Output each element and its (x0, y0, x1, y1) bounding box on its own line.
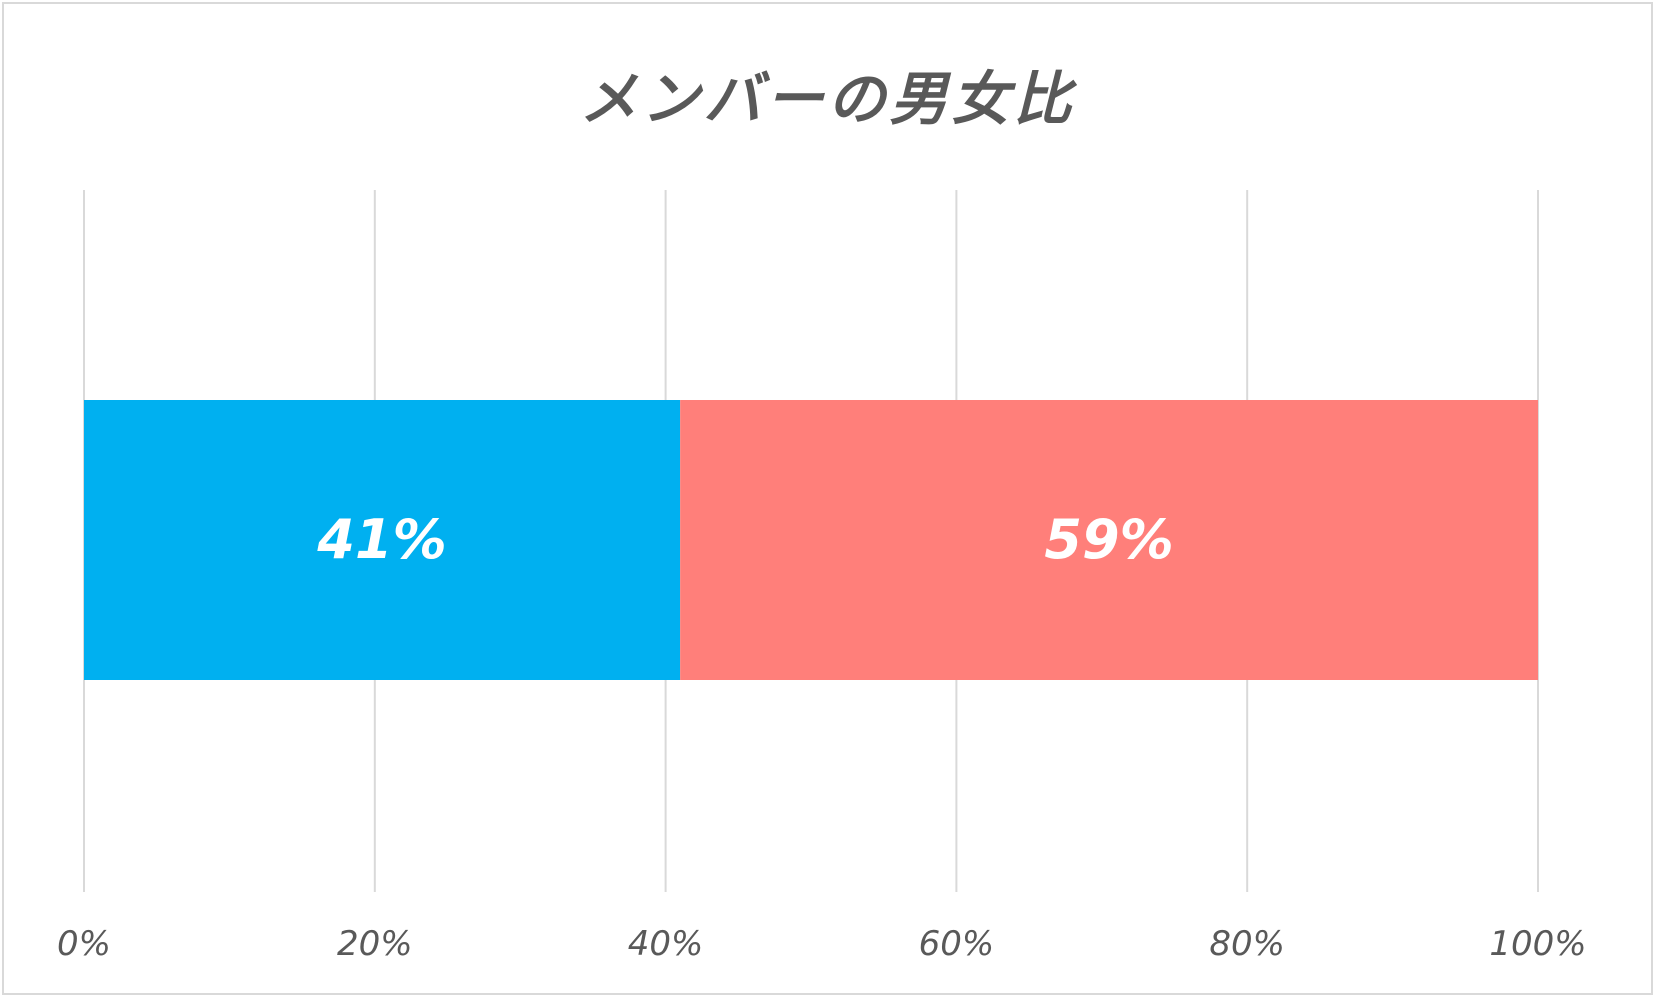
data-label-1: 59% (1044, 508, 1173, 571)
x-tick-label-1: 20% (337, 924, 413, 964)
x-tick-label-0: 0% (57, 924, 111, 964)
chart-title: メンバーの男女比 (579, 65, 1076, 133)
x-tick-label-5: 100% (1489, 924, 1586, 964)
x-tick-label-2: 40% (628, 924, 704, 964)
x-tick-label-4: 80% (1209, 924, 1285, 964)
x-tick-label-3: 60% (919, 924, 995, 964)
data-label-0: 41% (316, 508, 446, 571)
bar-segment-1 (680, 400, 1538, 680)
bar-segment-0 (84, 400, 681, 680)
